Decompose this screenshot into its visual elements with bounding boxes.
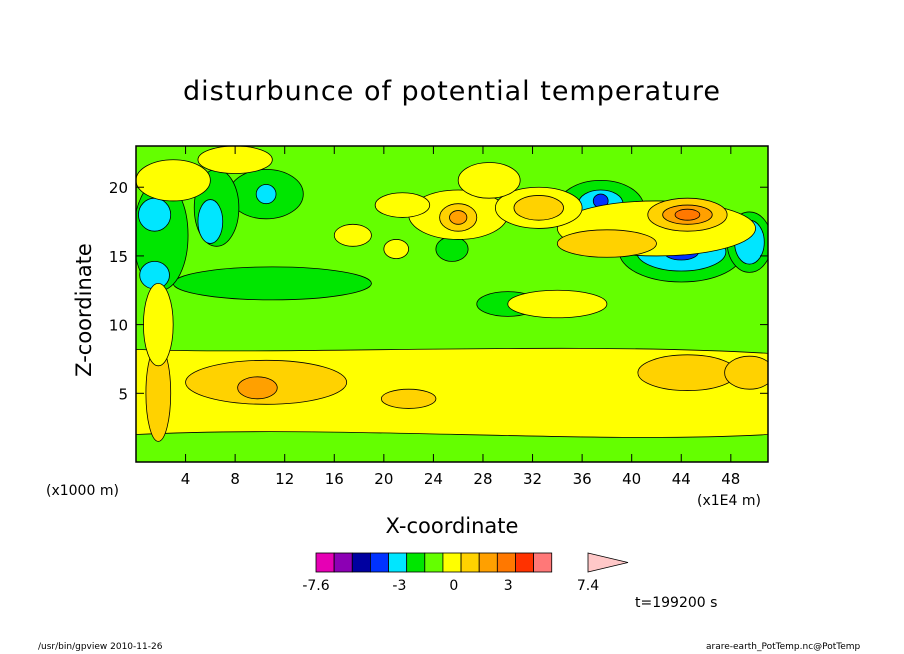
contour-region xyxy=(435,236,469,262)
x-tick-label: 20 xyxy=(374,470,393,488)
colorbar-segment xyxy=(388,552,408,573)
x-tick-label: 48 xyxy=(721,470,740,488)
colorbar-tick-label: 3 xyxy=(504,578,513,594)
contour-region xyxy=(449,210,468,225)
colorbar-segment xyxy=(442,552,462,573)
plot-frame xyxy=(135,145,769,463)
colorbar-segment xyxy=(478,552,498,573)
x-tick-label: 32 xyxy=(523,470,542,488)
colorbar-segment xyxy=(424,552,444,573)
y-tick-label: 20 xyxy=(109,179,128,197)
contour-region xyxy=(556,229,657,258)
colorbar: -7.6 -3 0 3 7.4 xyxy=(302,552,629,594)
y-axis-unit: (x1000 m) xyxy=(46,483,119,499)
colorbar-segment xyxy=(333,552,353,573)
x-tick-label: 28 xyxy=(473,470,492,488)
contour-region xyxy=(637,354,738,391)
chart-title: disturbunce of potential temperature xyxy=(183,76,721,107)
x-tick-label: 44 xyxy=(672,470,691,488)
x-axis-unit: (x1E4 m) xyxy=(697,493,761,509)
x-tick-label: 4 xyxy=(181,470,191,488)
footer-program: /usr/bin/gpview 2010-11-26 xyxy=(38,642,163,652)
x-tick-label: 12 xyxy=(275,470,294,488)
contour-region xyxy=(457,162,521,199)
contour-region xyxy=(507,289,608,319)
x-axis-label: X-coordinate xyxy=(385,514,519,538)
y-axis: 5 10 15 20 xyxy=(109,179,768,403)
contour-region xyxy=(374,192,431,218)
x-tick-label: 24 xyxy=(424,470,443,488)
x-tick-label: 8 xyxy=(230,470,240,488)
contour-region xyxy=(333,223,372,247)
contour-field xyxy=(136,146,768,462)
contour-region xyxy=(197,146,273,174)
x-tick-label: 36 xyxy=(573,470,592,488)
colorbar-segment xyxy=(369,552,389,573)
contour-region xyxy=(380,388,437,409)
contour-region xyxy=(197,199,224,244)
y-tick-label: 10 xyxy=(109,317,128,335)
colorbar-extension xyxy=(587,552,629,573)
colorbar-segment xyxy=(496,552,516,573)
contour-region xyxy=(138,197,172,232)
colorbar-segment xyxy=(406,552,426,573)
y-axis-label: Z-coordinate xyxy=(72,243,96,377)
contour-region xyxy=(383,239,410,260)
x-tick-label: 16 xyxy=(325,470,344,488)
colorbar-tick-label: 0 xyxy=(449,578,458,594)
colorbar-tick-label: 7.4 xyxy=(577,578,599,594)
colorbar-segment xyxy=(515,552,535,573)
time-label: t=199200 s xyxy=(635,595,718,611)
colorbar-segment xyxy=(351,552,371,573)
contour-region xyxy=(255,184,277,205)
contour-region xyxy=(143,282,174,367)
contour-region xyxy=(513,195,564,221)
contour-region xyxy=(136,159,211,202)
colorbar-segment xyxy=(460,552,480,573)
contour-region xyxy=(674,208,701,221)
colorbar-tick-label: -3 xyxy=(392,578,406,594)
contour-region xyxy=(237,376,278,400)
contour-region xyxy=(724,355,768,390)
colorbar-segment xyxy=(315,552,335,573)
y-tick-label: 15 xyxy=(109,248,128,266)
x-tick-label: 40 xyxy=(622,470,641,488)
x-axis: 4 8 12 16 20 24 28 32 36 40 44 48 xyxy=(181,146,740,488)
contour-region xyxy=(172,266,372,301)
colorbar-segment xyxy=(533,552,553,573)
y-tick-label: 5 xyxy=(118,385,128,403)
footer-source: arare-earth_PotTemp.nc@PotTemp xyxy=(706,642,861,652)
colorbar-tick-label: -7.6 xyxy=(302,578,329,594)
